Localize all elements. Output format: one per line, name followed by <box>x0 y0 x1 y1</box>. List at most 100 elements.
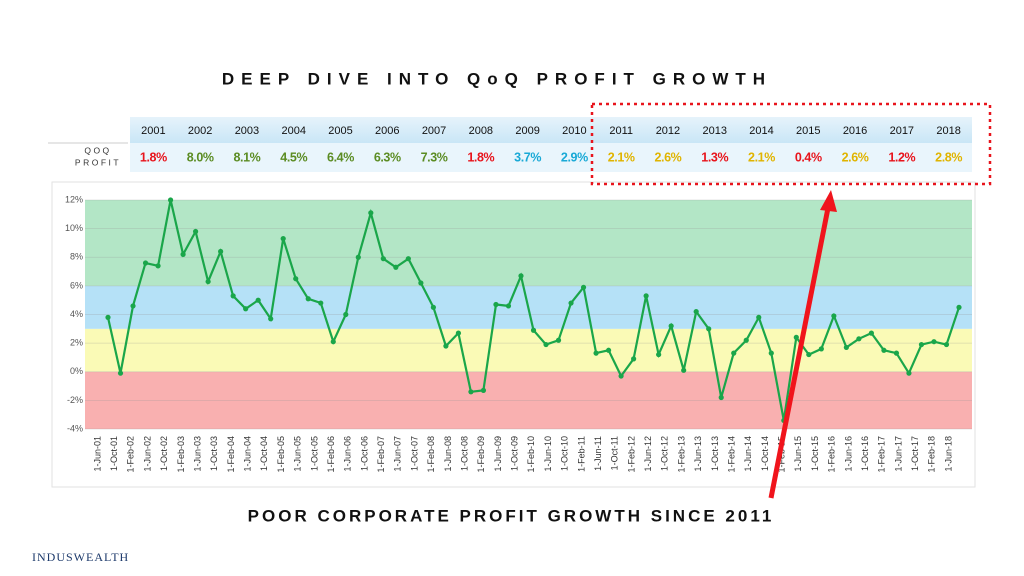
point <box>455 330 462 336</box>
point <box>117 370 124 376</box>
year: 2002 <box>188 125 212 137</box>
point <box>368 210 374 216</box>
point <box>681 367 687 373</box>
x-tick-label: 1-Oct-17 <box>910 436 920 471</box>
y-tick-label: 4% <box>70 309 83 319</box>
x-tick-label: 1-Oct-15 <box>810 436 820 471</box>
point <box>218 248 224 255</box>
point <box>656 351 662 358</box>
y-tick-label: 8% <box>70 252 83 262</box>
point <box>355 254 361 260</box>
point <box>743 337 749 343</box>
point <box>280 236 286 242</box>
profit-value: 2.6% <box>842 150 869 164</box>
x-tick-label: 1-Feb-16 <box>827 436 837 473</box>
row-label: QOQ <box>84 145 111 155</box>
profit-value: 1.3% <box>701 150 728 164</box>
profit-value: 6.3% <box>374 150 401 164</box>
x-tick-label: 1-Oct-03 <box>209 436 219 471</box>
x-tick-label: 1-Oct-16 <box>860 436 870 471</box>
arrow <box>768 207 831 499</box>
band <box>85 200 972 286</box>
x-tick-label: 1-Feb-13 <box>676 436 686 473</box>
x-tick-label: 1-Feb-14 <box>726 436 736 473</box>
point <box>480 387 487 393</box>
profit-value: 2.6% <box>654 150 681 164</box>
point <box>793 334 799 340</box>
point <box>530 327 537 333</box>
point <box>731 350 737 356</box>
profit-value: 7.3% <box>421 150 448 164</box>
brand: INDUSWEALTH <box>32 550 129 564</box>
point <box>931 339 937 345</box>
year: 2007 <box>422 125 446 137</box>
year: 2017 <box>890 125 914 137</box>
point <box>543 341 549 348</box>
point <box>831 313 837 319</box>
point <box>868 330 874 336</box>
point <box>505 303 512 309</box>
x-tick-label: 1-Feb-08 <box>426 436 436 473</box>
point <box>142 260 149 266</box>
point <box>893 350 900 356</box>
point <box>180 251 186 257</box>
x-tick-label: 1-Jun-08 <box>443 436 453 472</box>
year: 2015 <box>796 125 820 137</box>
profit-value: 6.4% <box>327 150 354 164</box>
x-tick-label: 1-Oct-10 <box>560 436 570 471</box>
x-tick-label: 1-Feb-18 <box>927 436 937 473</box>
x-tick-label: 1-Jun-09 <box>493 436 503 472</box>
year: 2004 <box>281 125 305 137</box>
x-tick-label: 1-Oct-06 <box>359 436 369 471</box>
band <box>85 371 972 429</box>
point <box>130 303 136 309</box>
point <box>393 264 399 270</box>
x-tick-label: 1-Feb-02 <box>126 436 136 473</box>
band <box>85 328 972 372</box>
x-tick-label: 1-Oct-12 <box>660 436 670 471</box>
value-row <box>130 143 972 172</box>
x-tick-label: 1-Feb-12 <box>626 436 636 473</box>
profit-value: 1.2% <box>888 150 915 164</box>
x-tick-label: 1-Feb-11 <box>576 436 586 472</box>
x-tick-label: 1-Oct-08 <box>459 436 469 471</box>
profit-value: 2.8% <box>935 150 962 164</box>
point <box>643 293 649 299</box>
subtitle: POOR CORPORATE PROFIT GROWTH SINCE 2011 <box>248 506 775 525</box>
profit-value: 2.1% <box>608 150 635 164</box>
point <box>818 346 824 352</box>
x-tick-label: 1-Jun-15 <box>793 436 803 472</box>
point <box>268 316 274 322</box>
point <box>293 276 299 282</box>
profit-value: 8.0% <box>187 150 214 164</box>
year: 2008 <box>469 125 493 137</box>
point <box>305 296 311 302</box>
year: 2005 <box>328 125 352 137</box>
year: 2003 <box>235 125 259 137</box>
point <box>230 293 236 299</box>
profit-value: 2.1% <box>748 150 775 164</box>
highlight-box <box>590 102 992 186</box>
x-tick-label: 1-Feb-05 <box>276 436 286 473</box>
point <box>155 263 161 269</box>
x-tick-label: 1-Oct-13 <box>710 436 720 471</box>
year-row <box>130 117 972 143</box>
x-tick-label: 1-Feb-17 <box>877 436 887 473</box>
x-tick-label: 1-Feb-04 <box>226 436 236 473</box>
x-tick-label: 1-Jun-18 <box>943 436 953 472</box>
x-tick-label: 1-Jun-17 <box>893 436 903 472</box>
point <box>243 306 249 312</box>
y-tick-label: 2% <box>70 338 83 348</box>
year: 2001 <box>141 125 165 137</box>
point <box>856 336 862 342</box>
point <box>318 300 324 306</box>
x-tick-label: 1-Feb-10 <box>526 436 536 473</box>
y-tick-label: -2% <box>67 395 83 405</box>
year: 2013 <box>702 125 726 137</box>
x-tick-label: 1-Oct-05 <box>309 436 319 471</box>
row-label: PROFIT <box>75 157 121 167</box>
point <box>756 314 762 320</box>
x-tick-label: 1-Oct-14 <box>760 436 770 471</box>
point <box>493 301 499 308</box>
point <box>518 273 524 279</box>
